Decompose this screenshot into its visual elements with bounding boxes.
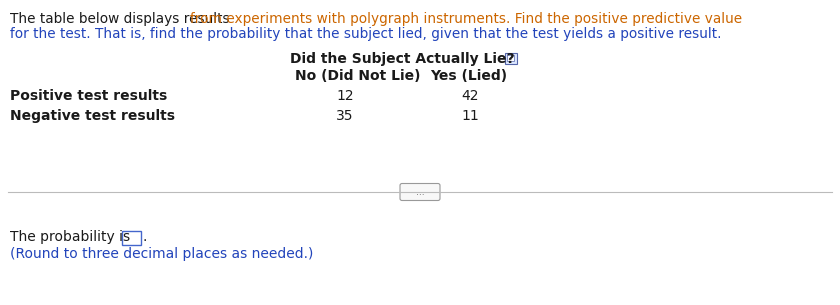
Text: 42: 42 — [461, 89, 479, 103]
Text: Did the Subject Actually Lie?: Did the Subject Actually Lie? — [290, 52, 515, 66]
FancyBboxPatch shape — [507, 55, 514, 61]
Text: No (Did Not Lie): No (Did Not Lie) — [295, 69, 421, 83]
Text: 35: 35 — [336, 109, 354, 123]
Text: (Round to three decimal places as needed.): (Round to three decimal places as needed… — [10, 247, 313, 261]
Text: Positive test results: Positive test results — [10, 89, 167, 103]
Text: for the test. That is, find the probability that the subject lied, given that th: for the test. That is, find the probabil… — [10, 27, 722, 41]
Text: 12: 12 — [336, 89, 354, 103]
Text: Negative test results: Negative test results — [10, 109, 175, 123]
FancyBboxPatch shape — [505, 52, 517, 63]
Text: ...: ... — [416, 188, 424, 197]
Text: Yes (Lied): Yes (Lied) — [430, 69, 507, 83]
Text: .: . — [142, 230, 146, 244]
Text: from experiments with polygraph instruments. Find the positive predictive value: from experiments with polygraph instrume… — [190, 12, 742, 26]
FancyBboxPatch shape — [122, 231, 140, 245]
Text: The table below displays results: The table below displays results — [10, 12, 234, 26]
Text: The probability is: The probability is — [10, 230, 130, 244]
Text: 11: 11 — [461, 109, 479, 123]
FancyBboxPatch shape — [400, 184, 440, 200]
